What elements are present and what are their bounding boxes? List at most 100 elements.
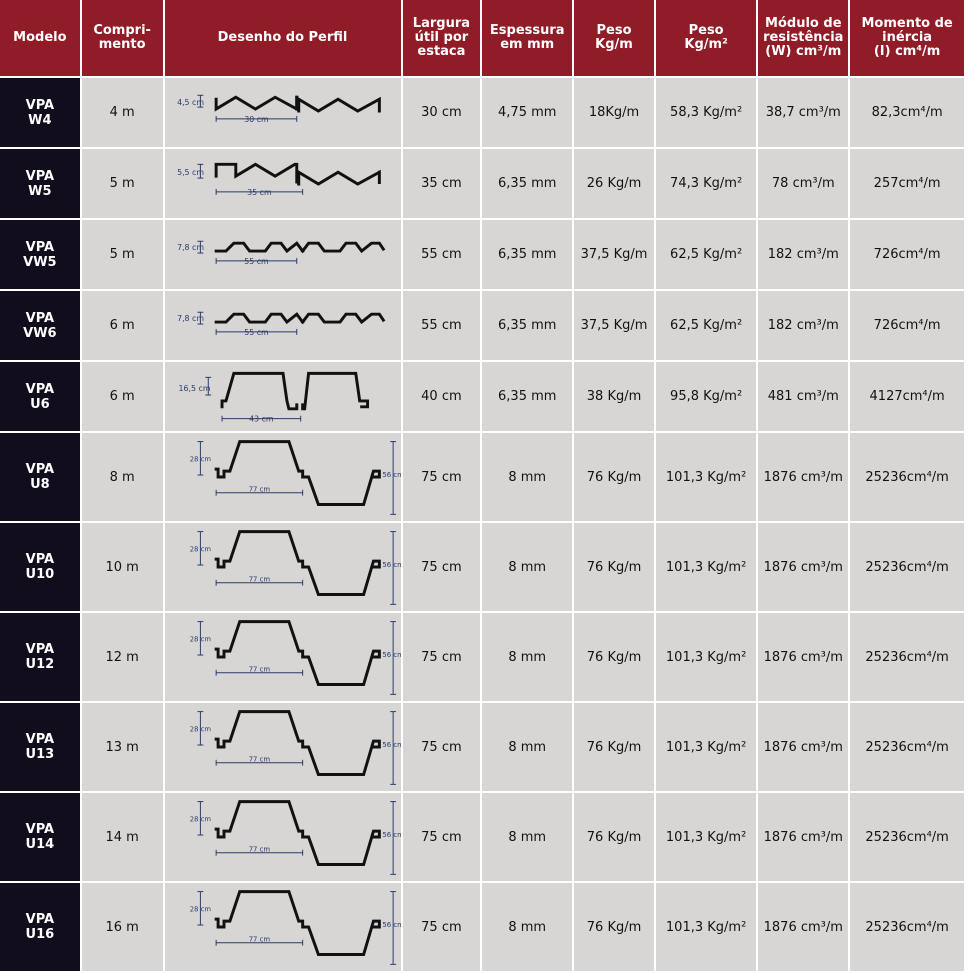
model-name-line: VPA xyxy=(25,168,55,184)
weight-per-m2-cell: 101,3 Kg/m² xyxy=(655,793,757,881)
model-name-line: W5 xyxy=(28,183,52,199)
table-row: VPA W4 4 m 4,5 cm 30 cm 30 cm 4,75 mm 18Kg/m 58,… xyxy=(0,78,964,147)
profile-drawing: 28 cm 77 cm 56 cm xyxy=(189,440,401,515)
modulus-cell: 1876 cm³/m xyxy=(758,523,849,611)
weight-per-m-cell: 18Kg/m xyxy=(574,78,654,147)
length-cell: 10 m xyxy=(81,523,163,611)
header-row: Modelo Compri-mento Desenho do Perfil La… xyxy=(0,0,964,76)
profile-shape xyxy=(214,162,381,186)
length-cell: 13 m xyxy=(81,703,163,791)
profile-drawing: 28 cm 77 cm 56 cm xyxy=(189,620,401,695)
profile-height-label: 7,8 cm xyxy=(177,314,204,323)
profile-width-label: 77 cm xyxy=(248,846,270,854)
inertia-cell: 25236cm⁴/m xyxy=(850,793,964,881)
header-modulo: Módulo de resistência (W) cm³/m xyxy=(758,0,849,76)
profile-shape xyxy=(214,95,381,113)
thickness-cell: 8 mm xyxy=(482,523,573,611)
profile-depth-label: 56 cm xyxy=(382,921,401,929)
weight-per-m2-cell: 101,3 Kg/m² xyxy=(655,883,757,971)
profile-height-label: 28 cm xyxy=(189,905,211,913)
inertia-cell: 726cm⁴/m xyxy=(850,220,964,289)
width-cell: 75 cm xyxy=(402,793,481,881)
model-name-line: U8 xyxy=(30,477,50,492)
inertia-cell: 4127cm⁴/m xyxy=(850,362,964,431)
thickness-cell: 6,35 mm xyxy=(482,362,573,431)
table-row: VPA VW6 6 m 7,8 cm 55 cm 55 cm 6,35 mm 37,5 Kg/… xyxy=(0,291,964,360)
profile-height-label: 7,8 cm xyxy=(177,243,204,252)
inertia-cell: 726cm⁴/m xyxy=(850,291,964,360)
length-cell: 16 m xyxy=(81,883,163,971)
profile-height-label: 28 cm xyxy=(189,635,211,643)
profile-width-label: 77 cm xyxy=(248,486,270,494)
inertia-cell: 257cm⁴/m xyxy=(850,149,964,218)
modulus-cell: 1876 cm³/m xyxy=(758,703,849,791)
thickness-cell: 4,75 mm xyxy=(482,78,573,147)
width-cell: 55 cm xyxy=(402,220,481,289)
profile-drawing: 4,5 cm 30 cm xyxy=(177,94,381,123)
weight-per-m-cell: 76 Kg/m xyxy=(574,793,654,881)
length-cell: 12 m xyxy=(81,613,163,701)
model-name-cell: VPA VW5 xyxy=(0,220,80,289)
profile-shape xyxy=(214,710,381,777)
table-row: VPA VW5 5 m 7,8 cm 55 cm 55 cm 6,35 mm 37,5 Kg/… xyxy=(0,220,964,289)
profile-depth-label: 56 cm xyxy=(382,741,401,749)
length-cell: 5 m xyxy=(81,149,163,218)
model-name-cell: VPA U16 xyxy=(0,883,80,971)
length-cell: 8 m xyxy=(81,433,163,521)
model-name-cell: VPA VW6 xyxy=(0,291,80,360)
width-cell: 75 cm xyxy=(402,433,481,521)
model-name-line: VPA xyxy=(25,381,55,397)
model-name-line: VPA xyxy=(25,462,55,477)
profile-shape xyxy=(214,440,381,507)
width-cell: 35 cm xyxy=(402,149,481,218)
header-desenho: Desenho do Perfil xyxy=(164,0,401,76)
model-name-line: VPA xyxy=(25,822,55,837)
weight-per-m-cell: 76 Kg/m xyxy=(574,613,654,701)
model-name-line: VPA xyxy=(25,552,55,567)
modulus-cell: 1876 cm³/m xyxy=(758,433,849,521)
weight-per-m-cell: 38 Kg/m xyxy=(574,362,654,431)
profile-shape xyxy=(214,890,381,957)
weight-per-m2-cell: 101,3 Kg/m² xyxy=(655,613,757,701)
header-momento: Momento de inércia (I) cm⁴/m xyxy=(850,0,964,76)
thickness-cell: 8 mm xyxy=(482,883,573,971)
width-cell: 75 cm xyxy=(402,703,481,791)
weight-per-m-cell: 76 Kg/m xyxy=(574,703,654,791)
modulus-cell: 481 cm³/m xyxy=(758,362,849,431)
model-name-cell: VPA U6 xyxy=(0,362,80,431)
header-peso-m: Peso Kg/m xyxy=(574,0,654,76)
profile-drawing-cell: 5,5 cm 35 cm xyxy=(164,149,401,218)
model-name-line: U16 xyxy=(25,927,55,942)
profile-drawing-cell: 16,5 cm 43 cm xyxy=(164,362,401,431)
length-cell: 14 m xyxy=(81,793,163,881)
inertia-cell: 25236cm⁴/m xyxy=(850,883,964,971)
profile-width-label: 30 cm xyxy=(244,114,268,123)
modulus-cell: 182 cm³/m xyxy=(758,291,849,360)
inertia-cell: 25236cm⁴/m xyxy=(850,613,964,701)
profile-shape xyxy=(220,371,369,410)
length-cell: 4 m xyxy=(81,78,163,147)
profile-drawing: 5,5 cm 35 cm xyxy=(177,162,381,196)
model-name-cell: VPA U10 xyxy=(0,523,80,611)
weight-per-m2-cell: 74,3 Kg/m² xyxy=(655,149,757,218)
model-name-line: VPA xyxy=(25,310,55,326)
thickness-cell: 6,35 mm xyxy=(482,220,573,289)
profile-width-label: 77 cm xyxy=(248,666,270,674)
profile-drawing-cell: 28 cm 77 cm 56 cm xyxy=(164,703,401,791)
profile-shape xyxy=(214,620,381,687)
weight-per-m-cell: 76 Kg/m xyxy=(574,523,654,611)
thickness-cell: 6,35 mm xyxy=(482,149,573,218)
header-peso-m2: Peso Kg/m² xyxy=(655,0,757,76)
model-name-line: U12 xyxy=(25,657,55,672)
profile-depth-label: 56 cm xyxy=(382,831,401,839)
width-cell: 75 cm xyxy=(402,613,481,701)
weight-per-m2-cell: 101,3 Kg/m² xyxy=(655,703,757,791)
weight-per-m2-cell: 58,3 Kg/m² xyxy=(655,78,757,147)
profile-shape xyxy=(214,800,381,867)
weight-per-m2-cell: 62,5 Kg/m² xyxy=(655,220,757,289)
